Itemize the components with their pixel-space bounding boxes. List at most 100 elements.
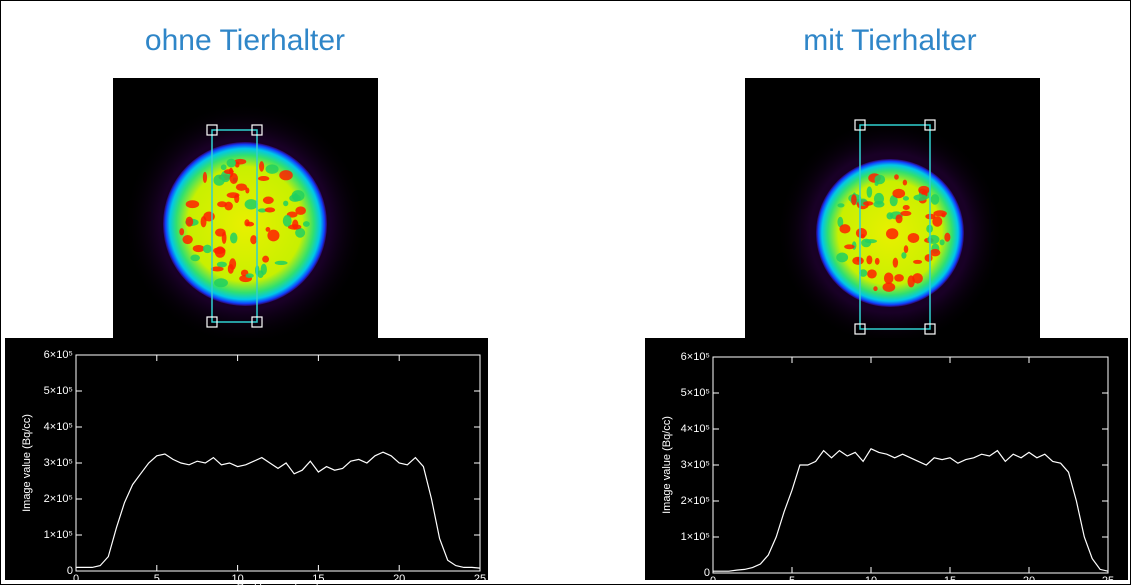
roi-handle [206, 316, 218, 328]
y-tick-label: 6×10⁵ [681, 351, 710, 363]
x-tick-label: 5 [154, 573, 160, 585]
hot-spot [851, 194, 857, 206]
hot-spot [260, 263, 267, 275]
hot-spot [912, 273, 923, 284]
roi-handle [206, 124, 218, 136]
chart-background [645, 338, 1128, 580]
y-tick-label: 3×10⁵ [681, 459, 710, 471]
hot-spot [216, 261, 227, 268]
hot-spot [913, 194, 928, 201]
y-tick-label: 0 [704, 567, 710, 579]
hot-spot [894, 174, 899, 180]
x-tick-label: 5 [789, 575, 795, 585]
x-tick-label: 0 [710, 575, 716, 585]
roi-handle [924, 323, 936, 335]
hot-spot [265, 164, 279, 174]
hot-spot [873, 200, 885, 208]
x-tick-label: 25 [1102, 575, 1114, 585]
x-tick-label: 10 [865, 575, 877, 585]
hot-spot [235, 183, 248, 191]
hot-spot [855, 227, 867, 239]
hot-spot [287, 224, 302, 230]
hot-spot [295, 227, 306, 238]
hot-spot [283, 200, 289, 207]
x-tick-label: 20 [393, 573, 405, 585]
hot-spot [259, 161, 265, 172]
x-tick-label: 10 [231, 573, 243, 585]
hot-spot [182, 235, 193, 245]
hot-spot [264, 207, 276, 213]
hot-spot [214, 246, 226, 258]
hot-spot [874, 257, 880, 265]
hot-spot [839, 224, 851, 234]
hot-spot [192, 244, 205, 253]
hot-spot [282, 215, 292, 227]
hot-spot [302, 221, 310, 227]
hot-spot [924, 254, 933, 262]
x-tick-label: 15 [312, 573, 324, 585]
hot-spot [836, 252, 849, 263]
hot-spot [279, 170, 293, 181]
hot-spot [939, 239, 945, 246]
hot-spot [213, 174, 225, 186]
hot-spot [257, 208, 267, 213]
y-tick-label: 2×10⁵ [681, 495, 710, 507]
hot-spot [863, 201, 874, 206]
hot-spot [864, 239, 878, 244]
hot-spot [886, 228, 899, 240]
hot-spot [844, 244, 855, 250]
x-tick-label: 20 [1023, 575, 1035, 585]
hot-spot [902, 196, 909, 201]
hot-spot [226, 158, 237, 168]
panel-title: ohne Tierhalter [145, 24, 345, 57]
hot-spot [257, 175, 270, 181]
profile-line [713, 448, 1109, 572]
hot-spot [944, 232, 951, 242]
hot-spot [930, 194, 940, 205]
hot-spot [265, 227, 271, 232]
hot-spot [837, 203, 845, 208]
hot-spot [244, 219, 250, 227]
hot-spot [220, 164, 227, 171]
hot-spot [229, 173, 238, 185]
hot-spot [886, 212, 894, 220]
hot-spot [907, 275, 915, 288]
roi-handle [854, 323, 866, 335]
y-tick-label: 3×10⁵ [44, 457, 73, 469]
hot-spot [913, 259, 923, 264]
hot-spot [873, 286, 878, 292]
hot-spot [234, 194, 240, 204]
hot-spot [267, 229, 280, 242]
x-axis-label: Profile axis (mm) [869, 584, 952, 585]
roi-box [211, 129, 258, 323]
hot-spot [262, 196, 274, 205]
hot-spot [245, 273, 254, 279]
hot-spot [230, 232, 238, 244]
hot-spot [866, 186, 873, 198]
hot-spot [907, 232, 920, 243]
hot-spot [185, 216, 194, 227]
y-tick-label: 6×10⁵ [44, 349, 73, 361]
hot-spot [215, 228, 226, 237]
hot-spot [185, 200, 200, 209]
hot-spot [918, 185, 930, 195]
hot-spot [883, 272, 894, 284]
hot-spot [895, 214, 903, 224]
roi-handle [251, 316, 263, 328]
hot-spot [202, 171, 208, 184]
y-tick-label: 1×10⁵ [44, 529, 73, 541]
x-tick-label: 25 [474, 573, 486, 585]
roi-handle [251, 124, 263, 136]
hot-spot [244, 199, 258, 210]
roi-handle [854, 119, 866, 131]
hot-spot [262, 255, 270, 263]
hot-spot [929, 248, 941, 257]
hot-spot [882, 282, 896, 292]
hot-spot [250, 235, 257, 245]
hot-spot [223, 169, 234, 175]
roi-handle [924, 119, 936, 131]
hot-spot [217, 201, 227, 208]
hot-spot [874, 174, 886, 185]
hot-spot [295, 206, 306, 215]
hot-spot [852, 256, 864, 265]
